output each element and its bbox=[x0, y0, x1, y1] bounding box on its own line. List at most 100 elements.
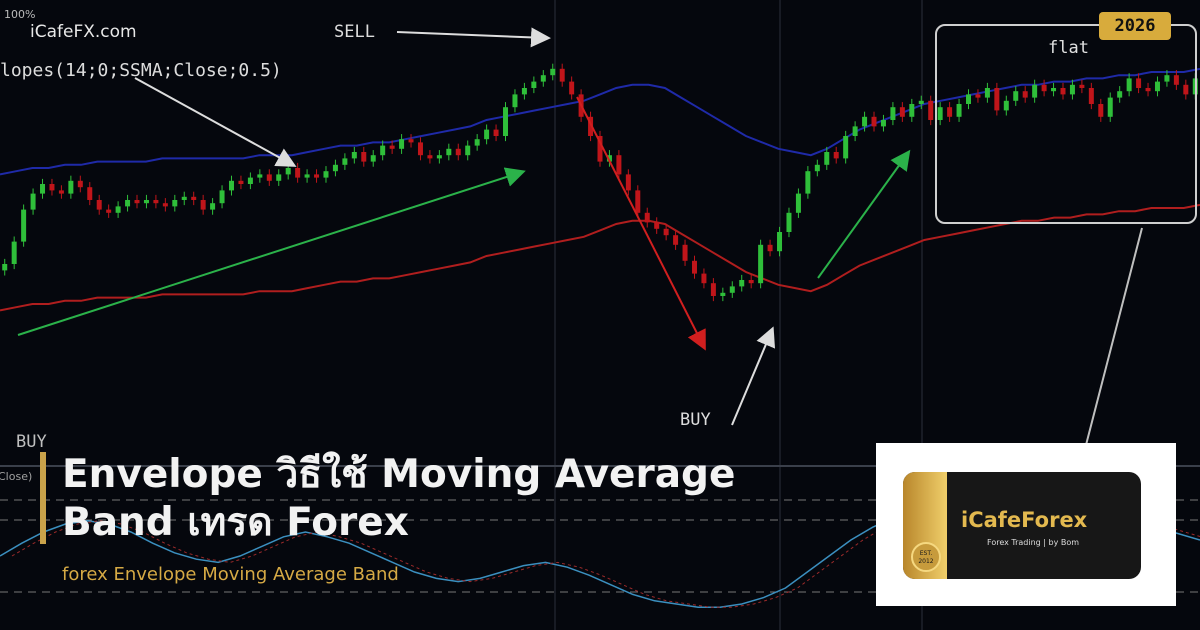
candle-body-94 bbox=[890, 107, 896, 120]
candle-37 bbox=[351, 146, 357, 164]
candle-body-108 bbox=[1022, 91, 1028, 98]
candle-19 bbox=[181, 191, 187, 206]
candle-54 bbox=[512, 89, 518, 113]
candle-body-66 bbox=[625, 174, 631, 191]
candle-body-54 bbox=[512, 94, 518, 108]
candle-body-95 bbox=[899, 107, 905, 117]
candle-44 bbox=[417, 137, 423, 161]
candle-body-87 bbox=[824, 152, 830, 165]
candle-body-1 bbox=[11, 241, 17, 264]
candle-body-58 bbox=[550, 68, 556, 76]
candle-body-29 bbox=[276, 174, 282, 181]
candle-body-12 bbox=[115, 206, 121, 213]
candle-25 bbox=[238, 175, 244, 190]
candle-body-42 bbox=[399, 139, 405, 149]
candle-body-47 bbox=[446, 148, 452, 156]
candle-body-22 bbox=[210, 203, 216, 210]
candle-body-51 bbox=[484, 129, 490, 140]
candle-34 bbox=[323, 166, 329, 183]
candle-94 bbox=[890, 102, 896, 126]
candle-body-44 bbox=[417, 142, 423, 156]
candle-115 bbox=[1088, 82, 1094, 110]
candle-body-30 bbox=[285, 168, 291, 175]
candle-body-35 bbox=[332, 164, 338, 172]
candle-body-55 bbox=[521, 88, 527, 95]
candle-body-105 bbox=[994, 88, 1000, 111]
candle-86 bbox=[814, 159, 820, 177]
candle-20 bbox=[191, 191, 197, 206]
candle-body-9 bbox=[87, 187, 93, 200]
candle-body-125 bbox=[1183, 84, 1189, 95]
est-badge-icon: EST. 2012 bbox=[911, 542, 941, 572]
candle-16 bbox=[153, 194, 159, 209]
candle-51 bbox=[484, 124, 490, 145]
candle-body-78 bbox=[739, 280, 745, 287]
candle-body-43 bbox=[408, 139, 414, 143]
candle-92 bbox=[871, 111, 877, 132]
candle-45 bbox=[427, 150, 433, 164]
candle-body-65 bbox=[616, 155, 622, 175]
candle-2 bbox=[21, 204, 27, 247]
candle-body-119 bbox=[1126, 78, 1132, 92]
candle-106 bbox=[1003, 95, 1009, 116]
candle-body-20 bbox=[191, 196, 197, 200]
candle-11 bbox=[106, 204, 112, 218]
candle-7 bbox=[68, 175, 74, 199]
candle-113 bbox=[1069, 79, 1075, 100]
candle-body-63 bbox=[597, 136, 603, 162]
candle-body-19 bbox=[181, 196, 187, 200]
candle-109 bbox=[1032, 79, 1038, 103]
candle-body-3 bbox=[30, 193, 36, 210]
candle-body-17 bbox=[162, 203, 168, 207]
candle-97 bbox=[918, 95, 924, 110]
candle-87 bbox=[824, 146, 830, 170]
candle-body-89 bbox=[843, 136, 849, 159]
candle-body-48 bbox=[455, 148, 461, 156]
candle-body-101 bbox=[956, 104, 962, 117]
candle-body-82 bbox=[777, 232, 783, 252]
brand-logo: EST. 2012 iCafeForex Forex Trading | by … bbox=[903, 472, 1141, 579]
candle-110 bbox=[1041, 79, 1047, 97]
candle-6 bbox=[58, 185, 64, 199]
candle-body-8 bbox=[77, 180, 83, 188]
candle-body-36 bbox=[342, 158, 348, 165]
candle-body-59 bbox=[559, 68, 565, 82]
candle-73 bbox=[691, 255, 697, 279]
candle-55 bbox=[521, 82, 527, 100]
candle-body-25 bbox=[238, 180, 244, 184]
candle-body-83 bbox=[786, 212, 792, 232]
candle-body-103 bbox=[975, 94, 981, 98]
buy-annotation: BUY bbox=[680, 410, 711, 430]
candle-body-91 bbox=[862, 116, 868, 127]
candle-body-84 bbox=[795, 193, 801, 213]
candle-body-4 bbox=[40, 184, 46, 194]
candle-body-64 bbox=[606, 155, 612, 162]
candle-body-21 bbox=[200, 200, 206, 210]
oscillator-label: Close) bbox=[0, 470, 33, 483]
candle-body-110 bbox=[1041, 84, 1047, 92]
candle-77 bbox=[729, 281, 735, 298]
candle-93 bbox=[880, 114, 886, 132]
candle-body-104 bbox=[984, 88, 990, 98]
candle-80 bbox=[758, 239, 764, 289]
candle-99 bbox=[937, 102, 943, 126]
candle-96 bbox=[909, 98, 915, 122]
candle-27 bbox=[257, 169, 263, 183]
candle-body-62 bbox=[588, 116, 594, 136]
candle-body-75 bbox=[710, 283, 716, 296]
flat-range-box bbox=[935, 24, 1197, 224]
candle-body-11 bbox=[106, 209, 112, 213]
candle-14 bbox=[134, 194, 140, 209]
candle-98 bbox=[928, 95, 934, 126]
candle-body-79 bbox=[748, 280, 754, 284]
candle-body-2 bbox=[21, 209, 27, 242]
candle-body-53 bbox=[503, 107, 509, 136]
candle-body-98 bbox=[928, 100, 934, 120]
brand-logo-card: EST. 2012 iCafeForex Forex Trading | by … bbox=[876, 443, 1176, 606]
site-watermark: iCafeFX.com bbox=[30, 22, 137, 42]
candle-body-74 bbox=[701, 273, 707, 284]
candle-84 bbox=[795, 188, 801, 218]
candle-23 bbox=[219, 185, 225, 209]
candle-35 bbox=[332, 159, 338, 177]
candle-body-57 bbox=[540, 75, 546, 82]
